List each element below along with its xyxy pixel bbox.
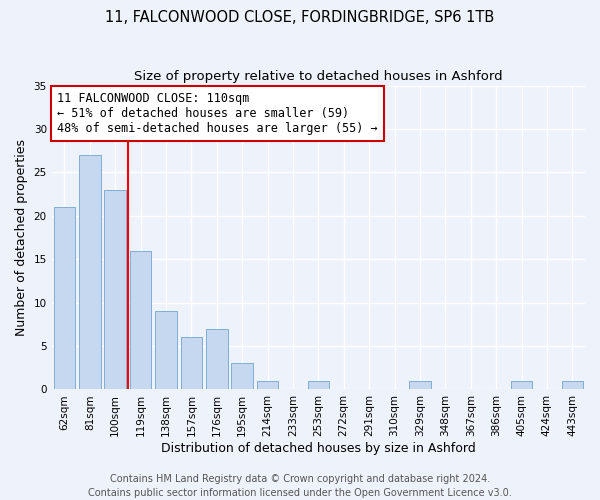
Text: 11, FALCONWOOD CLOSE, FORDINGBRIDGE, SP6 1TB: 11, FALCONWOOD CLOSE, FORDINGBRIDGE, SP6… — [106, 10, 494, 25]
Bar — [511, 381, 532, 390]
X-axis label: Distribution of detached houses by size in Ashford: Distribution of detached houses by size … — [161, 442, 476, 455]
Bar — [232, 364, 253, 390]
Y-axis label: Number of detached properties: Number of detached properties — [15, 139, 28, 336]
Bar — [104, 190, 126, 390]
Bar — [308, 381, 329, 390]
Text: Contains HM Land Registry data © Crown copyright and database right 2024.
Contai: Contains HM Land Registry data © Crown c… — [88, 474, 512, 498]
Bar — [155, 312, 177, 390]
Title: Size of property relative to detached houses in Ashford: Size of property relative to detached ho… — [134, 70, 503, 83]
Bar — [257, 381, 278, 390]
Bar — [206, 328, 227, 390]
Bar — [53, 207, 75, 390]
Text: 11 FALCONWOOD CLOSE: 110sqm
← 51% of detached houses are smaller (59)
48% of sem: 11 FALCONWOOD CLOSE: 110sqm ← 51% of det… — [57, 92, 377, 134]
Bar — [130, 250, 151, 390]
Bar — [79, 155, 101, 390]
Bar — [409, 381, 431, 390]
Bar — [562, 381, 583, 390]
Bar — [181, 338, 202, 390]
